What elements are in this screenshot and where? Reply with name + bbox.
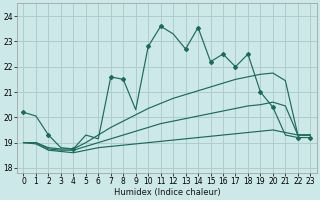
X-axis label: Humidex (Indice chaleur): Humidex (Indice chaleur) (114, 188, 220, 197)
